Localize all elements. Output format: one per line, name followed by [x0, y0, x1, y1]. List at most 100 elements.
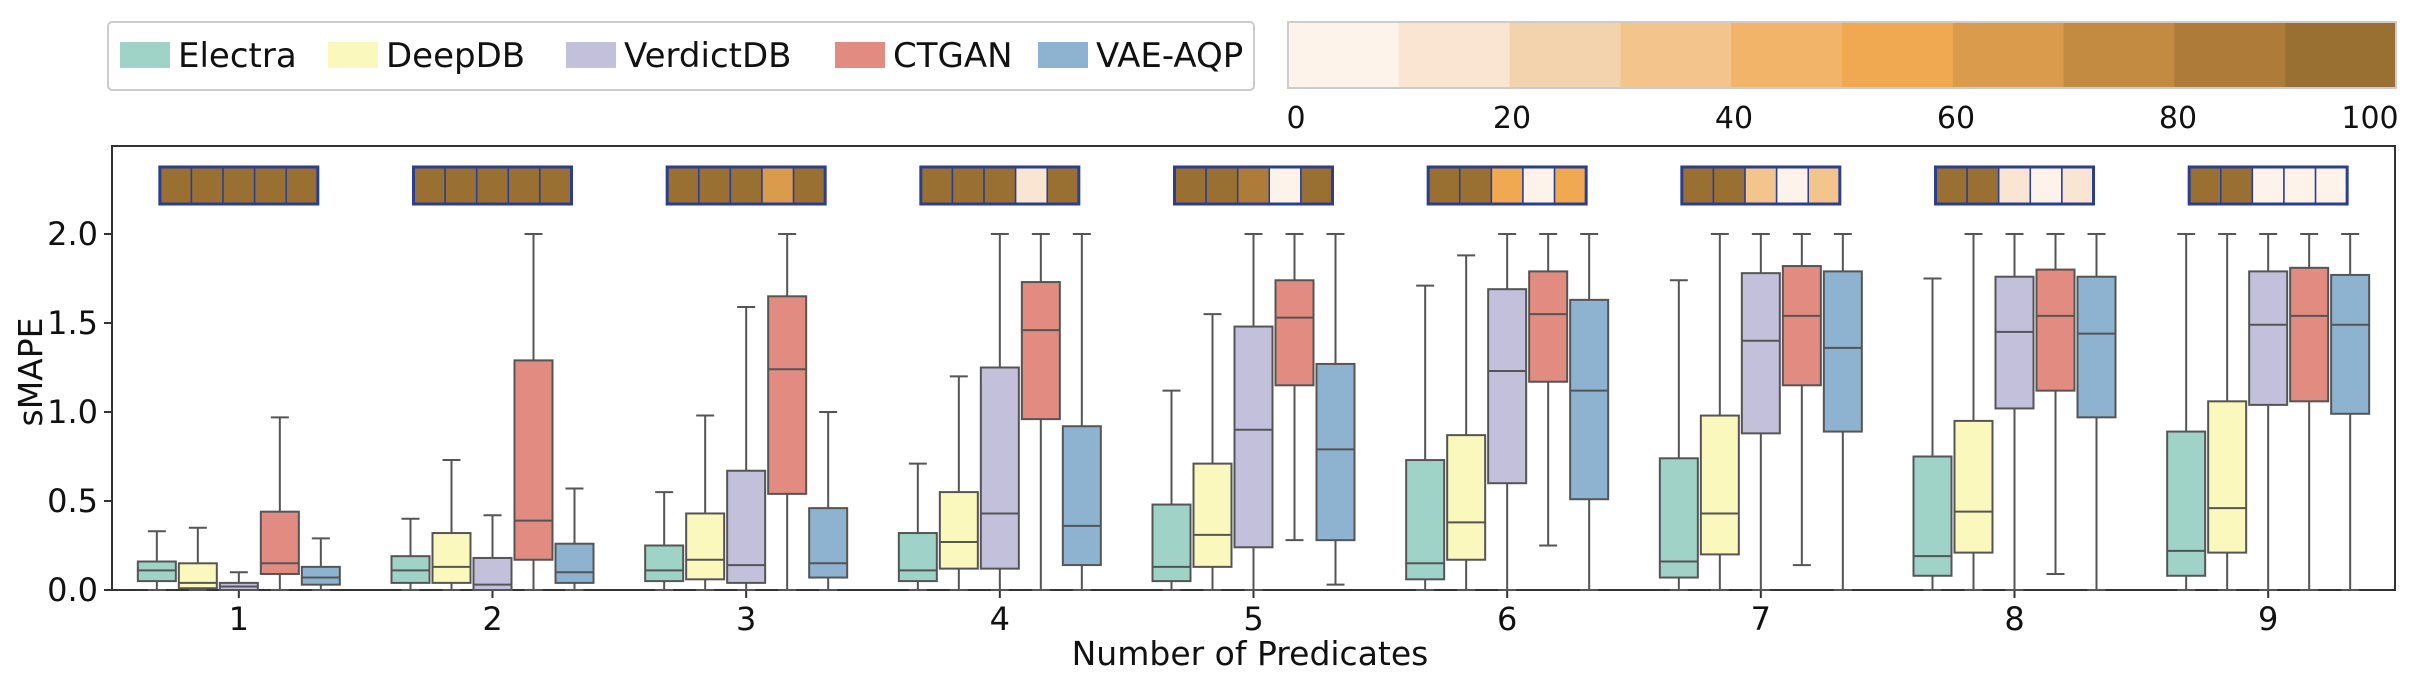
- x-tick-label: 5: [1243, 600, 1263, 638]
- box-verdictdb-5: [1233, 325, 1274, 549]
- colorbar-tick-label: 20: [1493, 101, 1531, 136]
- box-deepdb-3: [685, 512, 726, 581]
- box-electra-4: [897, 532, 938, 583]
- heat-strip-frame: [2187, 165, 2349, 206]
- heat-cell: [1997, 166, 2032, 205]
- legend-frame: [107, 21, 1255, 91]
- heat-cell: [2283, 166, 2317, 205]
- colorbar-segment: [1398, 22, 1511, 88]
- heat-cell: [507, 166, 541, 205]
- heat-cell: [1934, 166, 1968, 205]
- heat-cell: [666, 166, 700, 205]
- colorbar-segment: [1842, 22, 1954, 88]
- heat-cell: [2029, 166, 2063, 205]
- x-tick-label: 8: [2004, 600, 2024, 638]
- heat-cell: [1807, 166, 1841, 205]
- heat-cell: [1268, 166, 1302, 205]
- y-tick-label: 0.0: [47, 571, 98, 609]
- box-verdictdb-8: [1994, 275, 2035, 410]
- legend-label-vae-aqp: VAE-AQP: [1096, 36, 1243, 76]
- box-ctgan-3: [767, 295, 808, 495]
- box-electra-5: [1151, 503, 1192, 583]
- heat-strip-frame: [919, 165, 1081, 206]
- heat-cell: [222, 166, 256, 205]
- heat-cell: [285, 166, 319, 205]
- heat-strip-frame: [1680, 165, 1842, 206]
- legend-swatch-ctgan: [835, 42, 885, 68]
- x-tick-label: 7: [1751, 600, 1771, 638]
- heat-cell: [1966, 166, 2000, 205]
- heat-strip-frame: [158, 165, 320, 206]
- heat-strip-frame: [1934, 165, 2095, 206]
- legend-swatch-vae-aqp: [1038, 42, 1088, 68]
- box-ctgan-1: [259, 510, 300, 575]
- box-electra-7: [1658, 457, 1699, 579]
- colorbar-tick-label: 0: [1286, 101, 1305, 136]
- colorbar-segment: [2063, 22, 2175, 88]
- heat-cell: [1205, 166, 1239, 205]
- heat-cell: [2188, 166, 2222, 205]
- box-vae-aqp-1: [300, 565, 341, 586]
- x-tick-label: 1: [229, 600, 249, 638]
- box-deepdb-5: [1192, 462, 1233, 568]
- heat-cell: [2220, 166, 2254, 205]
- heat-cell: [729, 166, 763, 205]
- box-verdictdb-6: [1487, 288, 1528, 485]
- heat-strip-frame: [412, 165, 573, 206]
- heat-cell: [475, 166, 510, 205]
- box-ctgan-5: [1274, 279, 1315, 387]
- heat-cell: [698, 166, 732, 205]
- heat-cell: [1173, 166, 1207, 205]
- legend: Electra DeepDB VerdictDB CTGAN VAE-AQP: [107, 21, 1255, 91]
- heat-cell: [539, 166, 573, 205]
- box-deepdb-6: [1446, 434, 1487, 561]
- heat-cell: [1712, 166, 1746, 205]
- legend-label-deepdb: DeepDB: [386, 36, 525, 76]
- box-vae-aqp-8: [2076, 275, 2117, 419]
- colorbar-segment: [1731, 22, 1843, 88]
- y-tick-label: 1.0: [47, 393, 98, 431]
- heat-cell: [1300, 166, 1334, 205]
- box-ctgan-8: [2035, 268, 2076, 392]
- box-electra-9: [2166, 430, 2207, 577]
- heat-cell: [412, 166, 446, 205]
- x-tick-label: 3: [736, 600, 756, 638]
- heat-cell: [983, 166, 1017, 205]
- heat-cell: [1681, 166, 1715, 205]
- heat-cell: [1427, 166, 1461, 205]
- x-axis-label: Number of Predicates: [1072, 634, 1429, 673]
- heat-cell: [2251, 166, 2285, 205]
- heat-cell: [1775, 166, 1809, 205]
- legend-swatch-deepdb: [328, 42, 378, 68]
- box-deepdb-1: [177, 562, 218, 590]
- colorbar-segment: [2285, 22, 2397, 88]
- heat-cell: [1553, 166, 1587, 205]
- heat-strip-frame: [1426, 165, 1588, 206]
- heat-cell: [1046, 166, 1080, 205]
- y-axis-label: sMAPE: [11, 318, 50, 427]
- box-verdictdb-7: [1740, 272, 1781, 435]
- box-vae-aqp-9: [2330, 273, 2371, 415]
- x-tick-label: 6: [1497, 600, 1517, 638]
- y-tick-label: 0.5: [47, 482, 98, 520]
- colorbar-segment: [1288, 22, 1400, 88]
- heat-cell: [1236, 166, 1271, 205]
- legend-label-verdictdb: VerdictDB: [624, 36, 791, 76]
- box-vae-aqp-7: [1822, 270, 1863, 433]
- box-ctgan-7: [1781, 265, 1822, 387]
- heat-cell: [920, 166, 954, 205]
- heat-cell: [1522, 166, 1556, 205]
- box-deepdb-7: [1699, 414, 1740, 556]
- box-electra-6: [1405, 459, 1446, 581]
- heat-strip-frame: [665, 165, 827, 206]
- box-vae-aqp-4: [1061, 425, 1102, 567]
- y-tick-label: 2.0: [47, 215, 98, 253]
- heat-strip-frame: [1173, 165, 1334, 206]
- colorbar-tick-label: 40: [1715, 101, 1753, 136]
- box-ctgan-9: [2289, 266, 2330, 403]
- box-deepdb-9: [2207, 400, 2248, 554]
- heat-cell: [2314, 166, 2348, 205]
- box-verdictdb-4: [979, 366, 1020, 570]
- x-tick-label: 2: [482, 600, 502, 638]
